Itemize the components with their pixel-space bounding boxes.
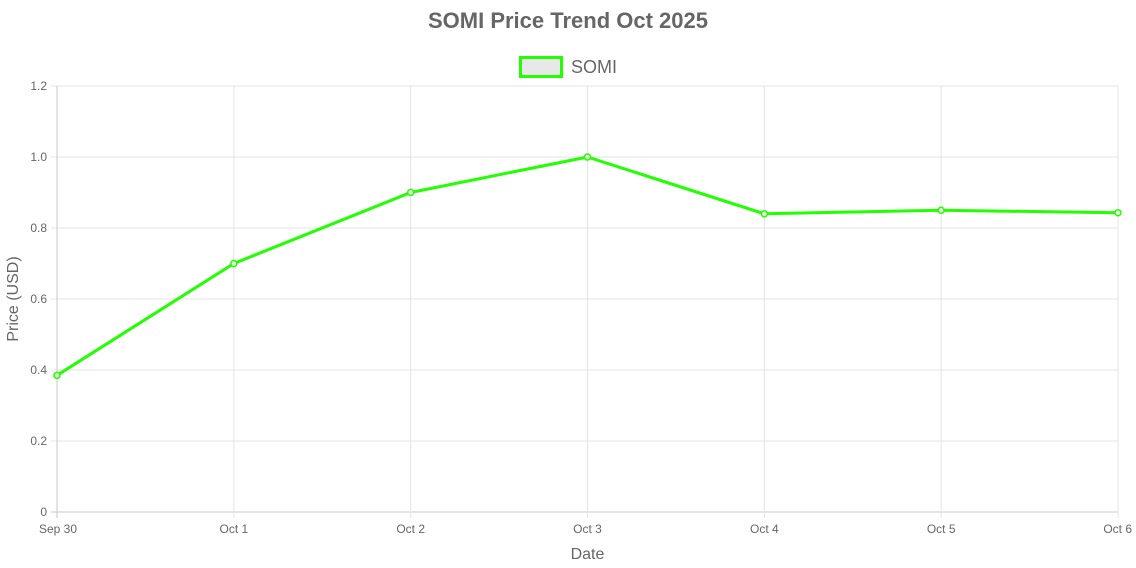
data-point[interactable] [230, 259, 238, 268]
chart-title: SOMI Price Trend Oct 2025 [427, 8, 708, 33]
data-point[interactable] [406, 188, 415, 197]
data-point[interactable] [937, 206, 945, 214]
y-tick-label: 1.0 [30, 150, 47, 164]
x-tick-label: Oct 6 [1103, 522, 1132, 536]
x-axis-ticks: Sep 30 Oct 1 Oct 2 Oct 3 Oct 4 Oct 5 Oct 6 [39, 522, 1132, 536]
x-axis-title: Date [571, 546, 605, 563]
x-tick-label: Oct 3 [573, 522, 602, 536]
data-point[interactable] [760, 210, 769, 218]
series-group [53, 153, 1122, 380]
y-axis-ticks: 0 0.2 0.4 0.6 0.8 1.0 1.2 [30, 79, 47, 519]
data-point[interactable] [1114, 208, 1122, 217]
x-tick-label: Oct 2 [396, 522, 425, 536]
y-tick-label: 0 [40, 505, 47, 519]
legend-swatch-somi[interactable] [518, 56, 563, 78]
y-tick-label: 0.8 [30, 221, 47, 235]
y-tick-label: 0.4 [30, 363, 47, 377]
y-tick-label: 0.2 [30, 434, 47, 448]
x-tick-label: Oct 1 [219, 522, 248, 536]
grid-lines [51, 85, 1119, 518]
x-tick-label: Oct 5 [927, 522, 956, 536]
x-tick-label: Oct 4 [750, 522, 779, 536]
data-point[interactable] [583, 153, 592, 161]
y-tick-label: 1.2 [30, 79, 47, 93]
y-tick-label: 0.6 [30, 292, 47, 306]
legend[interactable]: SOMI [0, 56, 1136, 78]
x-tick-label: Sep 30 [39, 522, 77, 536]
data-point[interactable] [53, 371, 61, 380]
y-axis-title: Price (USD) [5, 256, 22, 341]
legend-label-somi[interactable]: SOMI [570, 56, 617, 77]
